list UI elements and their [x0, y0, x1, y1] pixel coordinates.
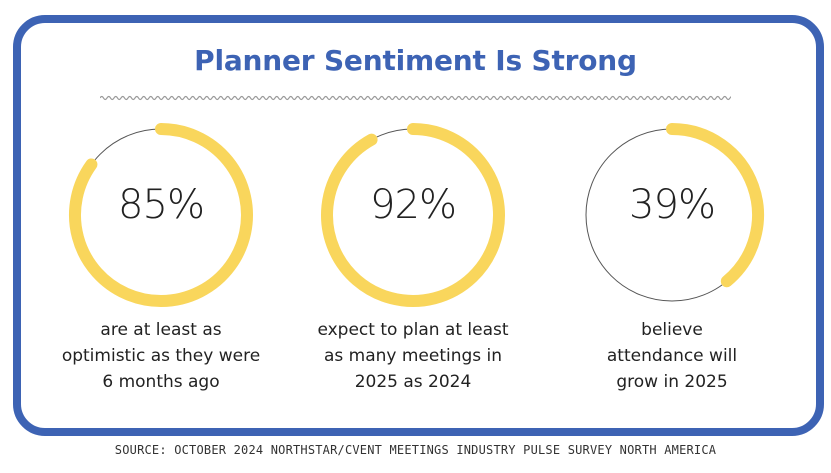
wavy-divider	[100, 95, 731, 101]
stat-label-2: expect to plan at least as many meetings…	[293, 317, 533, 395]
stat-label-3: believe attendance will grow in 2025	[552, 317, 792, 395]
ring-progress-arc	[69, 123, 253, 307]
ring-progress-arc	[321, 123, 505, 307]
source-note: SOURCE: OCTOBER 2024 NORTHSTAR/CVENT MEE…	[114, 443, 717, 457]
page-title: Planner Sentiment Is Strong	[194, 44, 637, 77]
stat-label-line: 2025 as 2024	[354, 372, 472, 392]
stat-label-line: attendance will	[606, 346, 738, 366]
stat-label-line: optimistic as they were	[61, 346, 261, 366]
stat-label-line: as many meetings in	[323, 346, 503, 366]
stat-ring-3	[585, 123, 764, 302]
stat-label-line: believe	[641, 320, 703, 340]
ring-progress-arc	[666, 123, 764, 288]
stat-label-line: are at least as	[100, 320, 222, 340]
stat-label-line: grow in 2025	[616, 372, 728, 392]
stat-value-3: 39%	[629, 182, 716, 228]
infographic-frame	[13, 15, 824, 436]
stat-ring-1	[69, 123, 253, 307]
stat-label-line: expect to plan at least	[317, 320, 509, 340]
stat-label-line: 6 months ago	[102, 372, 220, 392]
stat-label-1: are at least as optimistic as they were …	[41, 317, 281, 395]
stat-value-1: 85%	[118, 182, 205, 228]
stat-ring-2	[321, 123, 505, 307]
stat-value-2: 92%	[370, 182, 457, 228]
